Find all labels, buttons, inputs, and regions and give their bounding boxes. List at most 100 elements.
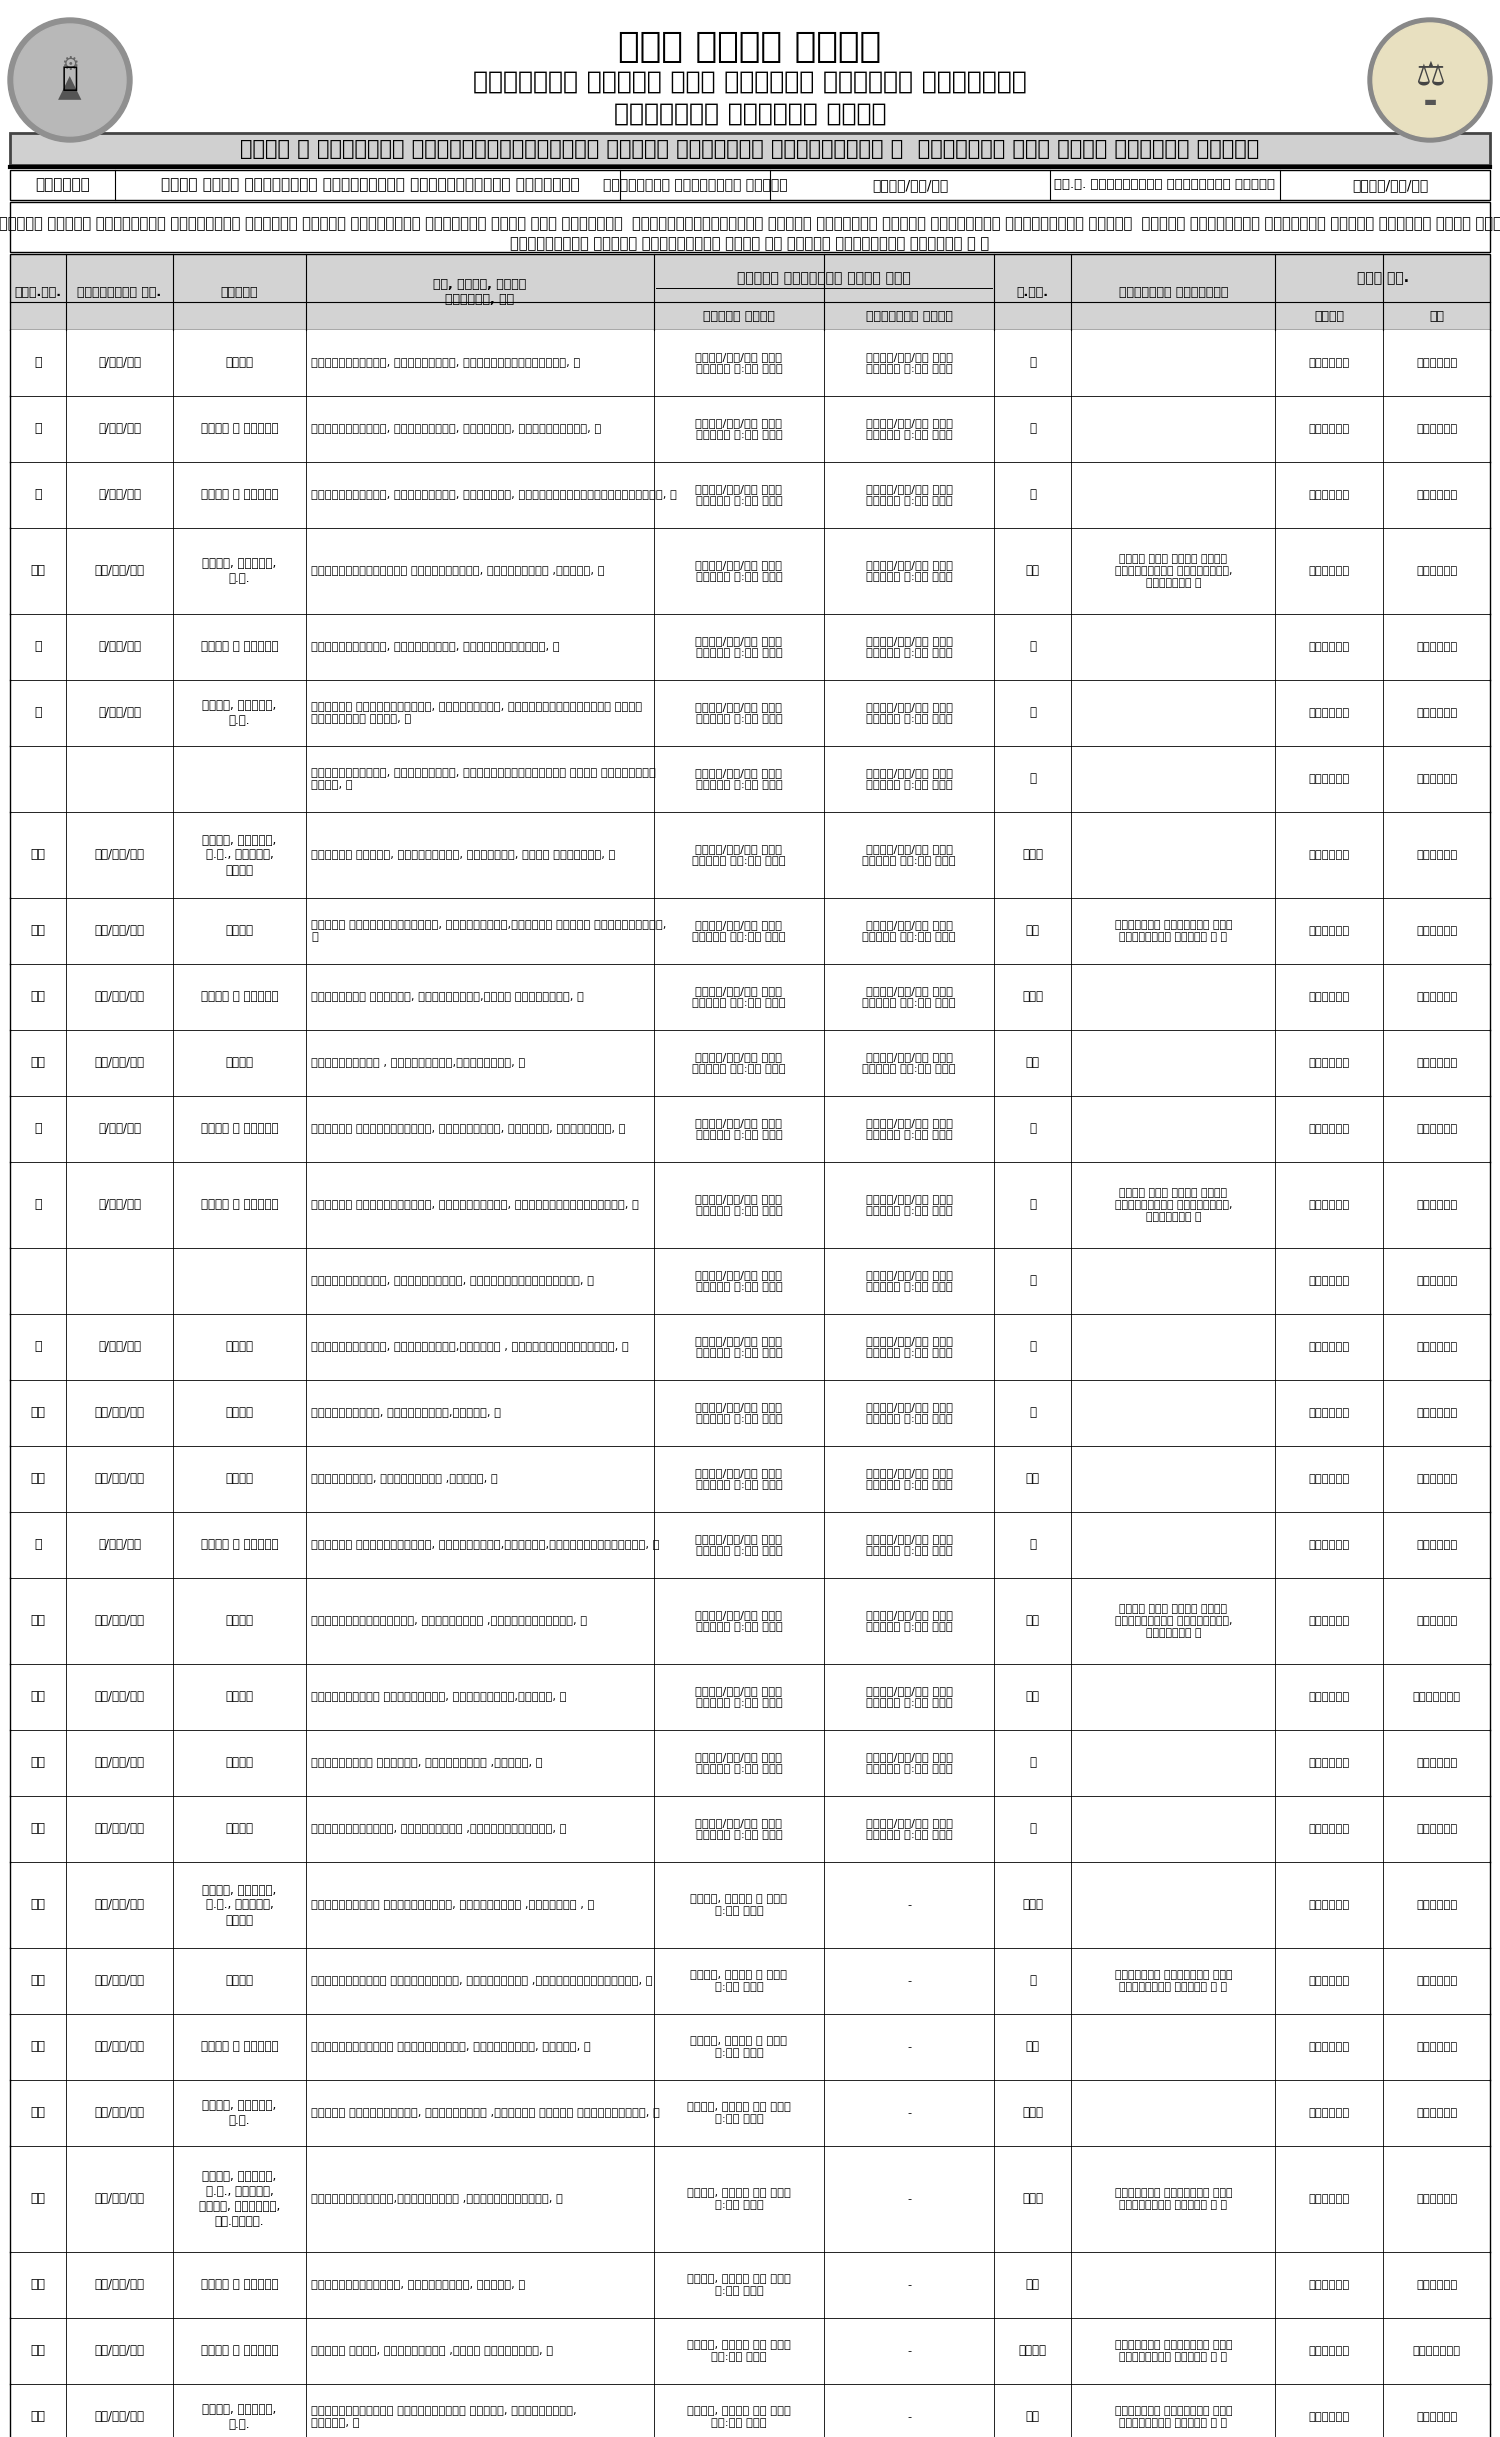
Bar <box>10 1379 1490 1445</box>
Text: २०७६/०६/०८ गते
दिनको २:०० बजे: २०७६/०६/०८ गते दिनको २:०० बजे <box>865 1611 952 1633</box>
Text: २०: २० <box>30 565 45 578</box>
Text: परीक्षा केन्द्र पछि
निर्धारण गरिने छ ।: परीक्षा केन्द्र पछि निर्धारण गरिने छ । <box>1114 921 1232 941</box>
Text: १२०००१: १२०००१ <box>1310 926 1350 936</box>
Text: ०३०००१: ०३०००१ <box>1416 490 1458 500</box>
Text: सिनियर रिजिष्ट्रार, रेडियोलोजी, रेडियोडाइग्नोसिस, ८: सिनियर रिजिष्ट्रार, रेडियोलोजी, रेडियोडा… <box>310 1199 639 1211</box>
Text: पूर्णविराम, स्वास्थ्य,विविध, ७: पूर्णविराम, स्वास्थ्य,विविध, ७ <box>310 1409 501 1418</box>
Text: परीक्षा केन्द्र पछि
निर्धारण गरिने छ ।: परीक्षा केन्द्र पछि निर्धारण गरिने छ । <box>1114 2340 1232 2361</box>
Text: ▲: ▲ <box>58 73 81 102</box>
Text: २१: २१ <box>1026 565 1039 578</box>
Text: ल्याब टेक्नोलोजिष्ट, स्वास्थ्य,मेडिकल ल्याब टेक्नोलोजि,
७: ल्याब टेक्नोलोजिष्ट, स्वास्थ्य,मेडिकल ल्… <box>310 921 666 941</box>
Text: १८०००८: १८०००८ <box>1416 1757 1458 1767</box>
Text: ११/७५/७६: ११/७५/७६ <box>94 989 144 1004</box>
Text: -: - <box>908 2042 910 2052</box>
Text: खुला र महिला: खुला र महिला <box>201 989 278 1004</box>
Text: २०७६/०६/०१ गते
दिनको २:०० बजे: २०७६/०६/०१ गते दिनको २:०० बजे <box>696 561 783 582</box>
Text: ०९०००१: ०९०००१ <box>1416 1343 1458 1353</box>
Text: १४: १४ <box>30 1406 45 1418</box>
Text: खुला र महिला: खुला र महिला <box>201 422 278 436</box>
Text: -: - <box>908 2347 910 2357</box>
Text: परीक्षा संचालन शाखा: परीक्षा संचालन शाखा <box>614 102 886 127</box>
Text: २: २ <box>1029 1538 1036 1552</box>
Text: २०७६/०६/०४ गते
दिनको ११:०० बजे: २०७६/०६/०४ गते दिनको ११:०० बजे <box>862 1053 956 1075</box>
Text: १२: १२ <box>1026 1472 1039 1487</box>
Bar <box>10 463 1490 529</box>
Text: १३०१९९: १३०१९९ <box>1416 1058 1458 1067</box>
Text: ०२०००१: ०२०००१ <box>1310 424 1350 434</box>
Text: २५०२७५: २५०२७५ <box>1416 1901 1458 1911</box>
Text: २३/७५/७६: २३/७५/७६ <box>94 2193 144 2205</box>
Text: ९: ९ <box>34 1340 42 1353</box>
Text: २०७६/०६/०५ गते
दिनको २:०० बजे: २०७६/०६/०५ गते दिनको २:०० बजे <box>696 1401 783 1423</box>
Text: १: १ <box>34 356 42 370</box>
Text: १६०००१: १६०००१ <box>1310 1616 1350 1625</box>
Text: १७६: १७६ <box>1022 2193 1042 2205</box>
Text: १००१६४: १००१६४ <box>1416 851 1458 860</box>
Text: २२: २२ <box>30 2193 45 2205</box>
Text: २०७६, असोज ९ गते
२:०० बजे: २०७६, असोज ९ गते २:०० बजे <box>690 1969 788 1991</box>
Text: २०७६, असोज १० गते
२:०० बजे: २०७६, असोज १० गते २:०० बजे <box>687 2103 790 2123</box>
Text: १०/७५/७६: १०/७५/७६ <box>94 848 144 863</box>
Text: द्वितीय पत्र: द्वितीय पत्र <box>865 309 952 322</box>
Text: २०७६, असोज ११ गते
११:०० बजे: २०७६, असोज ११ गते ११:०० बजे <box>687 2340 790 2361</box>
Text: ०१०००१: ०१०००१ <box>1310 358 1350 368</box>
Text: रिजिष्ट्रार, स्वास्थ्य, मेडिसिन, ग्यास्ट्रोएन्टेरोलोजि, ८: रिजिष्ट्रार, स्वास्थ्य, मेडिसिन, ग्यास्ट… <box>310 490 676 500</box>
Text: हेमोडाइलिसिस टेक्निसियन सहायक, प्राविधिक,
विविध, ४: हेमोडाइलिसिस टेक्निसियन सहायक, प्राविधिक… <box>310 2405 576 2427</box>
Text: ०७०००२: ०७०००२ <box>1416 1199 1458 1211</box>
Text: २: २ <box>1029 1123 1036 1136</box>
Text: २०७६/०६/०२ गते
दिनको २:०० बजे: २०७६/०६/०२ गते दिनको २:०० बजे <box>865 561 952 582</box>
Text: २०७६/०६/०३ गते
दिनको ११:०० बजे: २०७६/०६/०३ गते दिनको ११:०० बजे <box>692 843 786 865</box>
Text: १६: १६ <box>30 1613 45 1628</box>
Bar <box>10 1579 1490 1664</box>
Text: खुला: खुला <box>225 1823 254 1835</box>
Text: १५०००१: १५०००१ <box>1310 1474 1350 1484</box>
Text: १६/७५/७६: १६/७५/७६ <box>94 1613 144 1628</box>
Text: २०७६/०६/०३ गते
दिनको ११:०० बजे: २०७६/०६/०३ गते दिनको ११:०० बजे <box>692 987 786 1009</box>
Text: ११: ११ <box>1026 1691 1039 1703</box>
Text: ११: ११ <box>30 924 45 938</box>
Text: २९/७५/७६: २९/७५/७६ <box>94 2279 144 2291</box>
Text: २७००१९: २७००१९ <box>1416 2042 1458 2052</box>
Text: फिजियोथेरापिष्ट, स्वास्थ्य ,फिजियोथेरापी, ७: फिजियोथेरापिष्ट, स्वास्थ्य ,फिजियोथेरापी… <box>310 1616 586 1625</box>
Text: -: - <box>908 1901 910 1911</box>
Text: १२००६९: १२००६९ <box>1416 926 1458 936</box>
Text: खुला, महिला,
आ.ज., मधेसी,
दलित, अपाङ्ग,
पि.क्षे.: खुला, महिला, आ.ज., मधेसी, दलित, अपाङ्ग, … <box>200 2169 280 2227</box>
Text: रिजिष्ट्रार, स्वास्थ्य,सर्जरी , कार्डियोथोरासिक, ८: रिजिष्ट्रार, स्वास्थ्य,सर्जरी , कार्डियो… <box>310 1343 628 1353</box>
Text: १३/७५/७६: १३/७५/७६ <box>94 1058 144 1070</box>
Text: २२/७५/७६: २२/७५/७६ <box>94 2344 144 2357</box>
Text: ८: ८ <box>1029 1757 1036 1769</box>
Bar <box>10 329 1490 395</box>
Text: २४: २४ <box>30 1898 45 1911</box>
Text: २०७६/०६/०१ गते
दिनको २:०० बजे: २०७६/०६/०१ गते दिनको २:०० बजे <box>696 353 783 373</box>
Text: १५००१२: १५००१२ <box>1416 1474 1458 1484</box>
Bar <box>10 1097 1490 1162</box>
Text: सम्बन्धित सबैको जानकारीका लागि यो सूचना प्रकाशित गरिएको छ ।: सम्बन्धित सबैको जानकारीका लागि यो सूचना … <box>510 236 990 251</box>
Text: खुला, महिला,
आ.ज.: खुला, महिला, आ.ज. <box>202 2098 276 2128</box>
Circle shape <box>1368 17 1492 141</box>
Text: २०७६/०६/०७ गते
दिनको २:०० बजे: २०७६/०६/०७ गते दिनको २:०० बजे <box>696 1752 783 1774</box>
Bar <box>10 1796 1490 1862</box>
Text: २०७६/०१/१३: २०७६/०१/१३ <box>871 178 948 193</box>
Text: ३: ३ <box>34 487 42 502</box>
Text: हेमाडाइलिसिस टेक्निसियन, प्राविधिक, विविध, ५: हेमाडाइलिसिस टेक्निसियन, प्राविधिक, विवि… <box>310 2042 591 2052</box>
Text: खुला र महिला: खुला र महिला <box>201 1538 278 1552</box>
Text: १: १ <box>1029 356 1036 370</box>
Text: १०: १० <box>30 848 45 863</box>
Text: केन्द्रको पूर्व प्रकाशित विज्ञापन अनुसार देहाय बमोजिमका पदहरुको खुला तथा समावेशी: केन्द्रको पूर्व प्रकाशित विज्ञापन अनुसार… <box>0 217 1500 232</box>
Text: १७: १७ <box>30 1691 45 1703</box>
Text: १३०००१: १३०००१ <box>1310 1058 1350 1067</box>
Text: २०७६/०६/०२ गते
दिनको २:०० बजे: २०७६/०६/०२ गते दिनको २:०० बजे <box>865 419 952 439</box>
Text: १९: १९ <box>1026 2410 1039 2422</box>
Text: २७/७५/७६: २७/७५/७६ <box>94 2040 144 2054</box>
Text: ०४०००१: ०४०००१ <box>1310 641 1350 653</box>
Text: १७/७५/७६: १७/७५/७६ <box>94 1691 144 1703</box>
Text: ६: ६ <box>1029 1974 1036 1989</box>
Text: २५०००१: २५०००१ <box>1310 1901 1350 1911</box>
Text: ०५०००१: ०५०००१ <box>1310 709 1350 719</box>
Text: २०१६/०६/०६ गते
दिनको २:०० बजे: २०१६/०६/०६ गते दिनको २:०० बजे <box>696 1535 783 1555</box>
Text: रिजिष्ट्रार, स्वास्थ्य, कार्डियोलोजी, ८: रिजिष्ट्रार, स्वास्थ्य, कार्डियोलोजी, ८ <box>310 641 560 653</box>
Bar <box>10 2013 1490 2081</box>
Text: -: - <box>908 2281 910 2291</box>
Text: रिजिष्ट्रार, स्वास्थ्य, मेडिसिन, नेफ्रोलोजि, ८: रिजिष्ट्रार, स्वास्थ्य, मेडिसिन, नेफ्रोल… <box>310 424 602 434</box>
Text: २६: २६ <box>30 2040 45 2054</box>
